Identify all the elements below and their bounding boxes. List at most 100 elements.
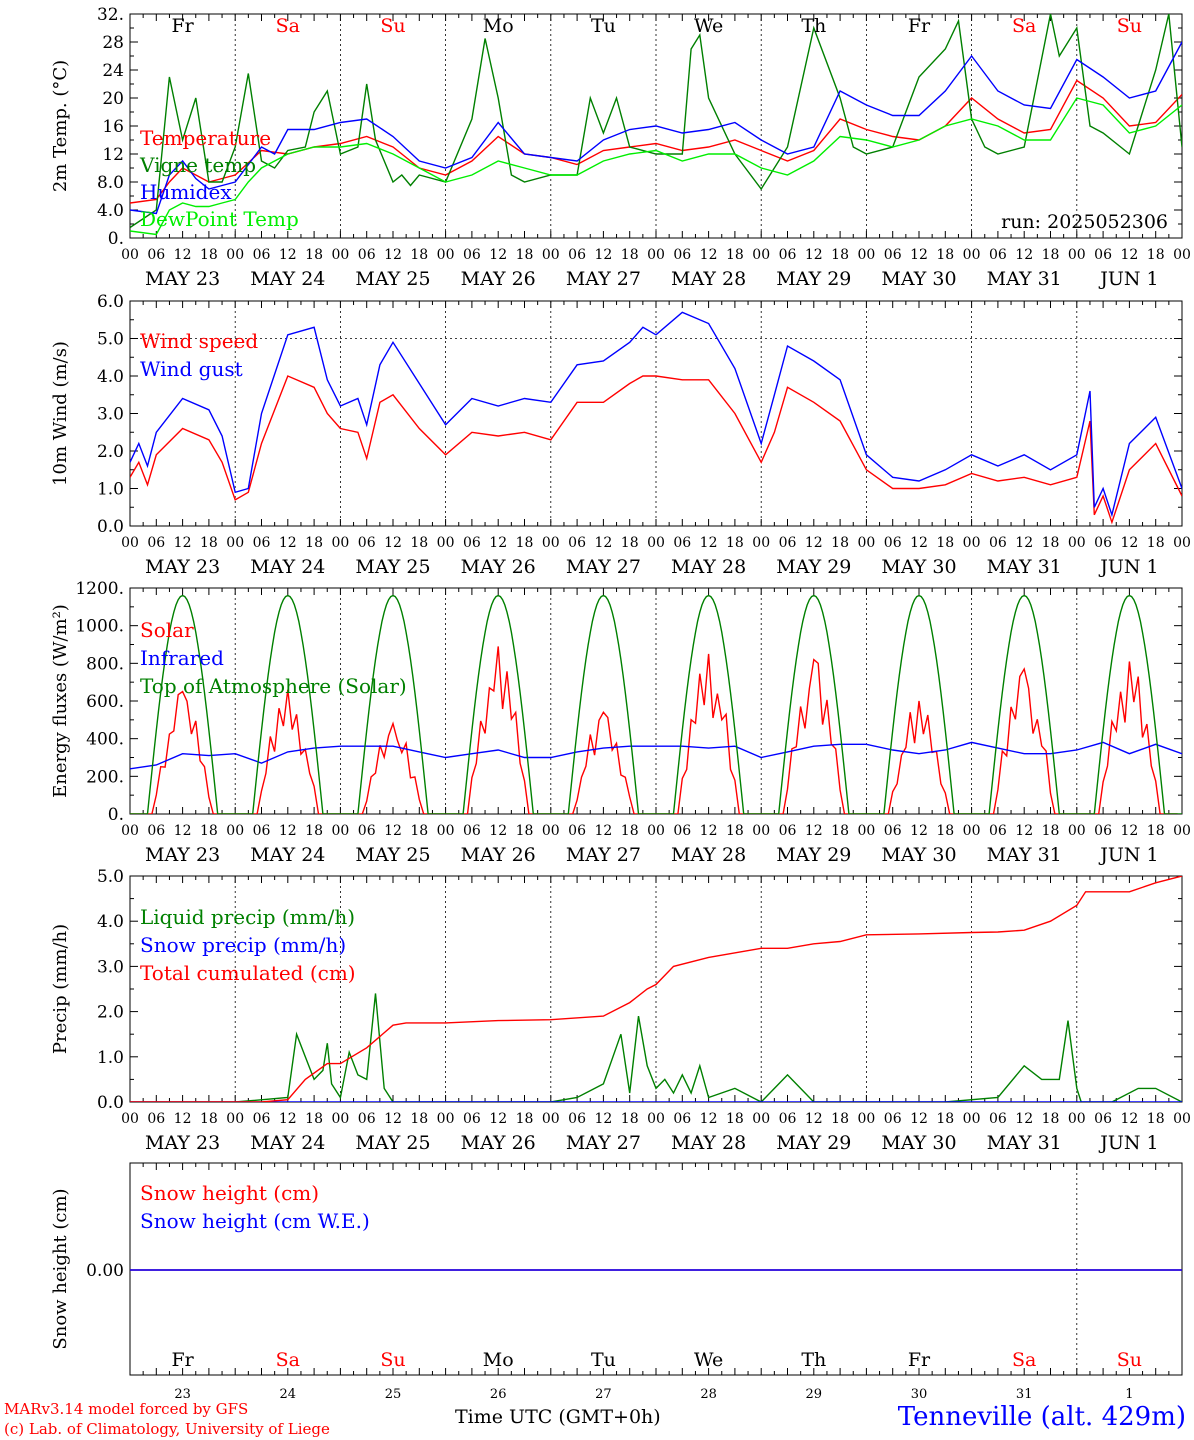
- day-of-week-label: Sa: [1012, 1349, 1036, 1371]
- hour-tick-label: 00: [437, 535, 455, 551]
- panel-frame: [129, 587, 1183, 815]
- hour-tick-label: 12: [594, 247, 612, 263]
- y-tick-label: 6.0: [97, 292, 124, 312]
- y-tick-label: 2.0: [97, 1003, 124, 1023]
- y-tick-label: 12: [102, 145, 124, 165]
- hour-tick-label: 06: [1094, 535, 1112, 551]
- hour-tick-label: 12: [1120, 1111, 1138, 1127]
- hour-tick-label: 06: [884, 1111, 902, 1127]
- legend-entry: Humidex: [140, 180, 232, 204]
- date-label: MAY 25: [355, 556, 430, 578]
- y-axis-label: Snow height (cm): [50, 1188, 71, 1349]
- hour-tick-label: 12: [384, 535, 402, 551]
- series-line-liquid-precip-mm-h-: [130, 993, 1182, 1102]
- y-tick-label: 4.0: [97, 201, 124, 221]
- series-line-total-cumulated-cm-: [130, 876, 1182, 1102]
- hour-tick-label: 00: [226, 247, 244, 263]
- date-label: MAY 23: [145, 844, 220, 866]
- y-tick-label: 28: [102, 33, 124, 53]
- day-number-label: 27: [595, 1387, 612, 1402]
- hour-tick-label: 12: [1015, 247, 1033, 263]
- hour-tick-label: 18: [516, 823, 534, 839]
- hour-tick-label: 12: [910, 535, 928, 551]
- legend-entry: Top of Atmosphere (Solar): [140, 674, 407, 698]
- hour-tick-label: 00: [542, 1111, 560, 1127]
- series-line-wind-speed: [130, 375, 1182, 525]
- date-label: MAY 24: [250, 556, 325, 578]
- day-of-week-label: Fr: [171, 1349, 194, 1371]
- hour-tick-label: 12: [700, 535, 718, 551]
- hour-tick-label: 00: [752, 823, 770, 839]
- hour-tick-label: 18: [726, 535, 744, 551]
- series-line-humidex: [130, 41, 1182, 215]
- day-of-week-label: Sa: [276, 15, 300, 37]
- hour-tick-label: 18: [305, 823, 323, 839]
- hour-tick-label: 06: [989, 823, 1007, 839]
- hour-tick-label: 18: [936, 535, 954, 551]
- hour-tick-label: 06: [568, 535, 586, 551]
- hour-tick-label: 00: [1173, 823, 1191, 839]
- hour-tick-label: 06: [253, 535, 271, 551]
- panel-precip: 0.0 1.0 2.0 3.0 4.0 5.0 Precip (mm/h) Liquid pr…: [50, 867, 1191, 1154]
- hour-tick-label: 18: [1147, 1111, 1165, 1127]
- hour-tick-label: 18: [831, 247, 849, 263]
- hour-tick-label: 18: [1147, 823, 1165, 839]
- hour-tick-label: 12: [1015, 823, 1033, 839]
- day-of-week-label: Th: [801, 15, 826, 37]
- series-line-solar: [130, 646, 1178, 814]
- y-axis-label: 10m Wind (m/s): [50, 341, 71, 486]
- hour-tick-label: 12: [174, 823, 192, 839]
- hour-tick-label: 06: [779, 247, 797, 263]
- day-number-label: 29: [806, 1387, 823, 1402]
- hour-tick-label: 00: [1173, 1111, 1191, 1127]
- hour-tick-label: 06: [1094, 1111, 1112, 1127]
- day-of-week-label: Sa: [276, 1349, 300, 1371]
- x-axis-title: Time UTC (GMT+0h): [455, 1406, 661, 1428]
- hour-tick-label: 12: [1120, 247, 1138, 263]
- hour-tick-label: 18: [1042, 1111, 1060, 1127]
- hour-tick-label: 06: [884, 535, 902, 551]
- date-label: MAY 31: [987, 268, 1062, 290]
- hour-tick-label: 18: [516, 1111, 534, 1127]
- date-label: MAY 28: [671, 844, 746, 866]
- series-group: [130, 14, 1182, 236]
- hour-tick-label: 00: [1068, 1111, 1086, 1127]
- hour-tick-label: 18: [621, 823, 639, 839]
- y-tick-label: 200.: [86, 767, 124, 787]
- date-label: MAY 29: [776, 844, 851, 866]
- date-label: MAY 28: [671, 1132, 746, 1154]
- y-tick-label: 24: [102, 61, 124, 81]
- panel-temperature: 0. 4.0 8.0 12 16 20 24 28 32. 2m Temp. (°C) Temper…: [50, 5, 1191, 290]
- hour-tick-label: 12: [700, 823, 718, 839]
- hour-tick-label: 18: [410, 535, 428, 551]
- hour-tick-label: 18: [726, 1111, 744, 1127]
- date-label: MAY 29: [776, 556, 851, 578]
- hour-tick-label: 00: [963, 247, 981, 263]
- series-line-vigne-temp: [130, 14, 1182, 229]
- hour-tick-label: 18: [1042, 247, 1060, 263]
- series-line-infrared: [130, 741, 1182, 770]
- hour-tick-label: 18: [1042, 823, 1060, 839]
- date-label: MAY 26: [461, 556, 536, 578]
- y-tick-label: 5.0: [97, 867, 124, 887]
- hour-tick-label: 00: [542, 247, 560, 263]
- hour-tick-label: 06: [779, 1111, 797, 1127]
- y-tick-label: 800.: [86, 654, 124, 674]
- series-line-temperature: [130, 79, 1182, 204]
- hour-tick-label: 18: [1042, 535, 1060, 551]
- footer-copyright: (c) Lab. of Climatology, University of L…: [4, 1420, 330, 1438]
- hour-tick-label: 18: [831, 535, 849, 551]
- hour-tick-label: 18: [726, 823, 744, 839]
- hour-tick-label: 00: [226, 535, 244, 551]
- day-of-week-label: We: [694, 15, 723, 37]
- date-label: MAY 30: [881, 844, 956, 866]
- hour-tick-label: 06: [673, 247, 691, 263]
- date-label: MAY 28: [671, 268, 746, 290]
- hour-tick-label: 12: [384, 247, 402, 263]
- hour-tick-label: 00: [857, 535, 875, 551]
- hour-tick-label: 00: [542, 535, 560, 551]
- hour-tick-label: 06: [673, 1111, 691, 1127]
- hour-tick-label: 06: [358, 535, 376, 551]
- hour-tick-label: 00: [1068, 247, 1086, 263]
- hour-tick-label: 06: [147, 535, 165, 551]
